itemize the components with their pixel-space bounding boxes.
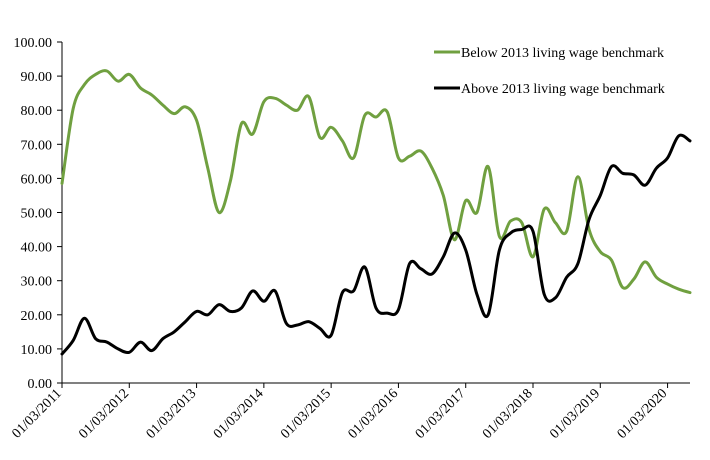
legend-label: Below 2013 living wage benchmark <box>461 46 664 61</box>
x-tick-label: 01/03/2018 <box>480 386 536 442</box>
x-tick-label: 01/03/2013 <box>144 386 200 442</box>
y-tick-label: 50.00 <box>21 207 53 222</box>
y-tick-label: 70.00 <box>21 138 53 153</box>
series-line-above-benchmark <box>60 133 692 356</box>
y-tick-label: 40.00 <box>21 241 53 256</box>
legend: Below 2013 living wage benchmark Above 20… <box>434 46 665 97</box>
series-line-below-benchmark <box>60 69 692 295</box>
x-tick-label: 01/03/2019 <box>547 386 603 442</box>
y-tick-label: 30.00 <box>21 275 53 290</box>
x-tick-label: 01/03/2014 <box>211 386 267 442</box>
legend-label: Above 2013 living wage benchmark <box>461 82 665 97</box>
x-tick-label: 01/03/2016 <box>346 386 402 442</box>
series-lines <box>60 69 692 356</box>
x-tick-label: 01/03/2015 <box>278 386 334 442</box>
y-tick-label: 20.00 <box>21 309 53 324</box>
y-tick-label: 90.00 <box>21 70 53 85</box>
y-tick-label: 0.00 <box>28 377 53 392</box>
y-tick-label: 100.00 <box>14 36 53 51</box>
x-tick-label: 01/03/2017 <box>413 386 469 442</box>
x-tick-label: 01/03/2020 <box>615 386 671 442</box>
x-tick-label: 01/03/2012 <box>76 386 132 442</box>
y-tick-label: 10.00 <box>21 343 53 358</box>
y-tick-label: 80.00 <box>21 104 53 119</box>
y-tick-label: 60.00 <box>21 172 53 187</box>
x-tick-label: 01/03/2011 <box>9 386 64 441</box>
